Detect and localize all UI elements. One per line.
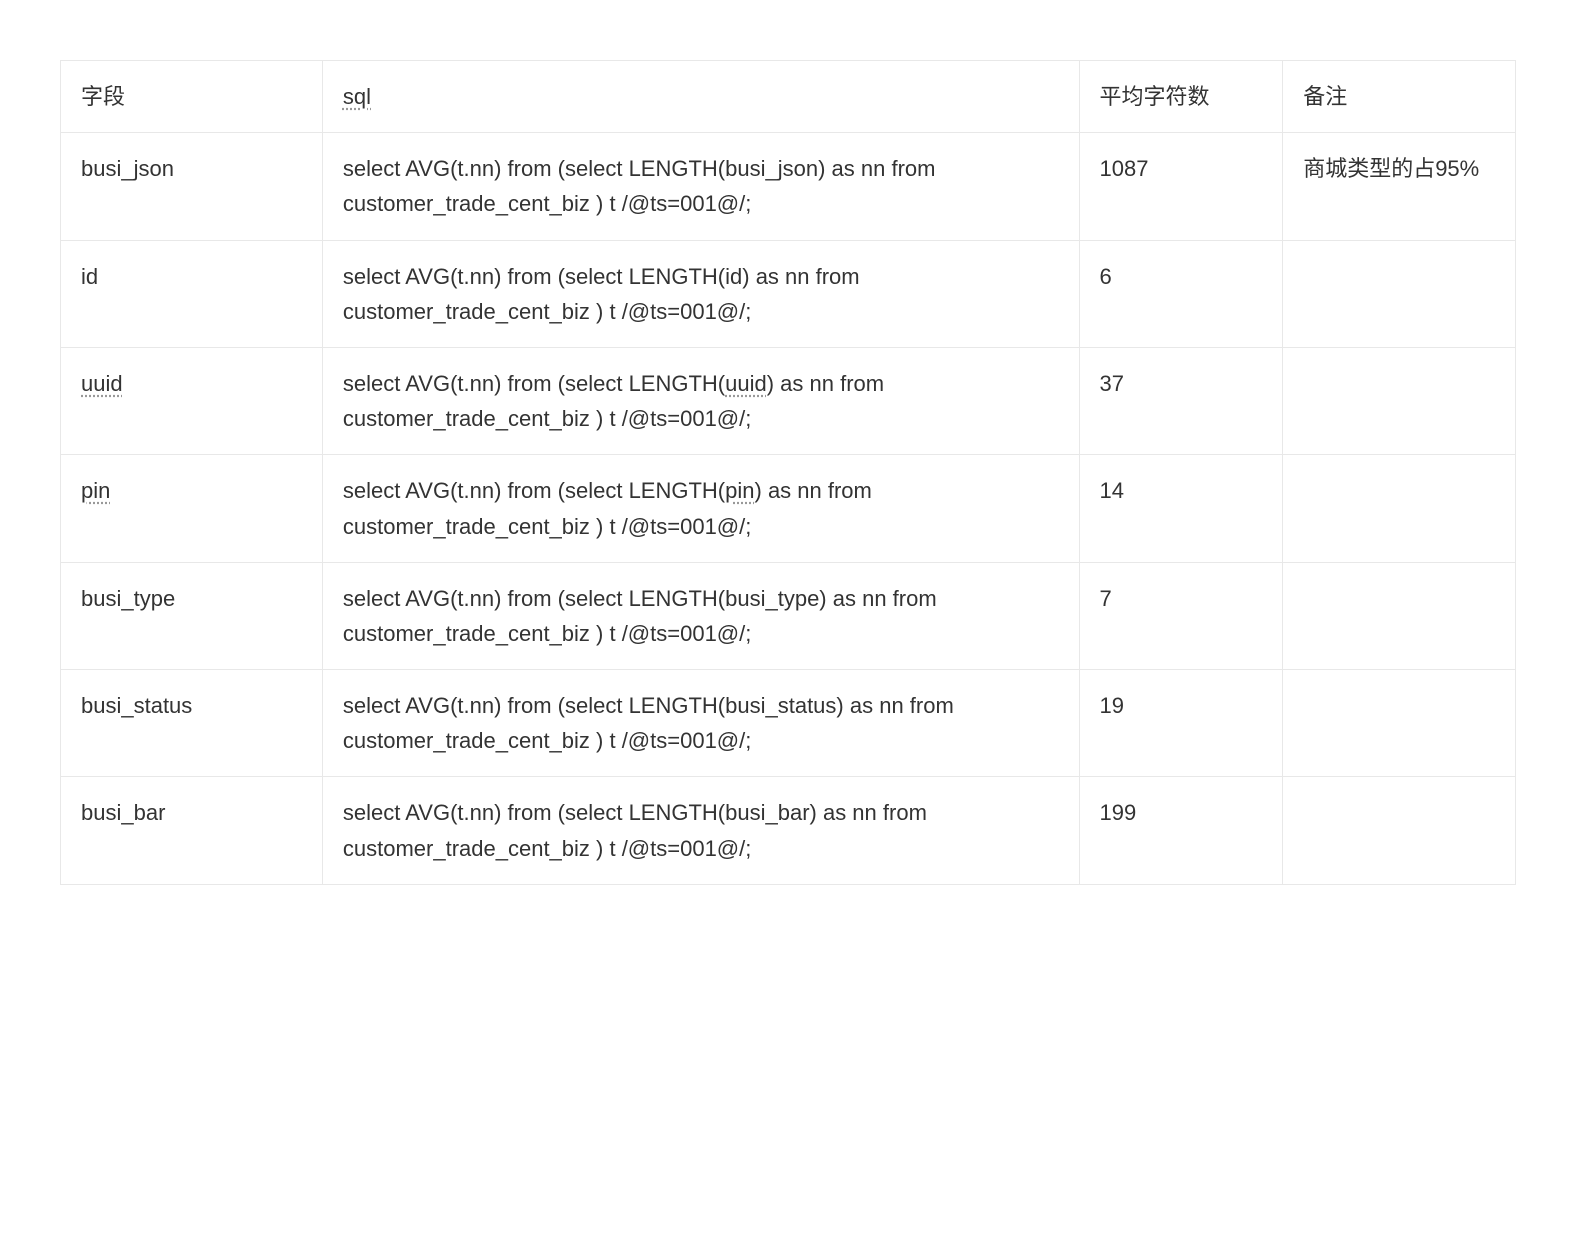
cell-avg: 199 xyxy=(1079,777,1283,884)
field-length-table: 字段 sql 平均字符数 备注 busi_jsonselect AVG(t.nn… xyxy=(60,60,1516,885)
cell-field: busi_json xyxy=(61,133,323,240)
table-row: pinselect AVG(t.nn) from (select LENGTH(… xyxy=(61,455,1516,562)
cell-field: busi_bar xyxy=(61,777,323,884)
cell-note xyxy=(1283,670,1516,777)
cell-sql: select AVG(t.nn) from (select LENGTH(bus… xyxy=(322,777,1079,884)
cell-field: id xyxy=(61,240,323,347)
cell-field: busi_type xyxy=(61,562,323,669)
cell-avg: 6 xyxy=(1079,240,1283,347)
cell-note xyxy=(1283,347,1516,454)
table-row: busi_barselect AVG(t.nn) from (select LE… xyxy=(61,777,1516,884)
column-header-note: 备注 xyxy=(1283,61,1516,133)
table-row: busi_statusselect AVG(t.nn) from (select… xyxy=(61,670,1516,777)
cell-sql: select AVG(t.nn) from (select LENGTH(bus… xyxy=(322,670,1079,777)
table-body: busi_jsonselect AVG(t.nn) from (select L… xyxy=(61,133,1516,885)
column-header-field: 字段 xyxy=(61,61,323,133)
cell-sql: select AVG(t.nn) from (select LENGTH(bus… xyxy=(322,562,1079,669)
cell-note xyxy=(1283,240,1516,347)
cell-avg: 19 xyxy=(1079,670,1283,777)
cell-field: pin xyxy=(61,455,323,562)
cell-sql: select AVG(t.nn) from (select LENGTH(pin… xyxy=(322,455,1079,562)
table-row: idselect AVG(t.nn) from (select LENGTH(i… xyxy=(61,240,1516,347)
table-row: uuidselect AVG(t.nn) from (select LENGTH… xyxy=(61,347,1516,454)
column-header-avg: 平均字符数 xyxy=(1079,61,1283,133)
table-row: busi_typeselect AVG(t.nn) from (select L… xyxy=(61,562,1516,669)
cell-avg: 1087 xyxy=(1079,133,1283,240)
table-row: busi_jsonselect AVG(t.nn) from (select L… xyxy=(61,133,1516,240)
cell-note xyxy=(1283,455,1516,562)
cell-avg: 37 xyxy=(1079,347,1283,454)
cell-note xyxy=(1283,777,1516,884)
cell-sql: select AVG(t.nn) from (select LENGTH(id)… xyxy=(322,240,1079,347)
column-header-sql: sql xyxy=(322,61,1079,133)
cell-avg: 7 xyxy=(1079,562,1283,669)
cell-field: busi_status xyxy=(61,670,323,777)
cell-note xyxy=(1283,562,1516,669)
cell-avg: 14 xyxy=(1079,455,1283,562)
cell-note: 商城类型的占95% xyxy=(1283,133,1516,240)
cell-sql: select AVG(t.nn) from (select LENGTH(bus… xyxy=(322,133,1079,240)
cell-field: uuid xyxy=(61,347,323,454)
cell-sql: select AVG(t.nn) from (select LENGTH(uui… xyxy=(322,347,1079,454)
table-header-row: 字段 sql 平均字符数 备注 xyxy=(61,61,1516,133)
